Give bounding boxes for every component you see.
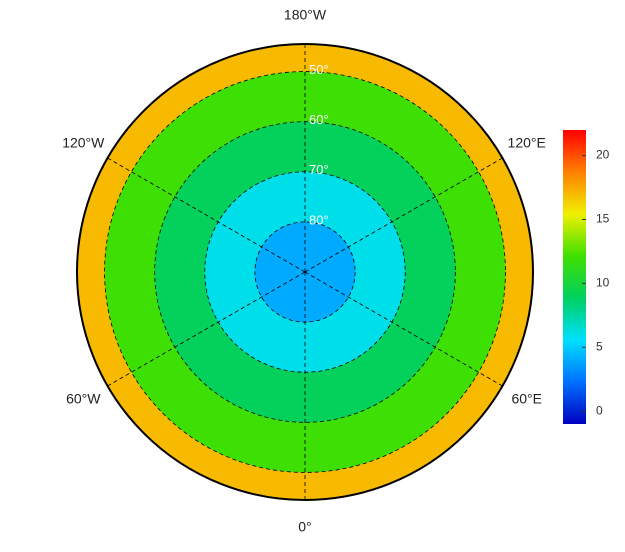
colorbar-tick-label: 15 [596, 212, 610, 226]
latitude-label: 50° [309, 62, 329, 77]
colorbar [563, 130, 586, 424]
longitude-label: 120°W [62, 135, 105, 151]
latitude-label: 60° [309, 112, 329, 127]
meridian [107, 271, 306, 387]
colorbar-tick-label: 20 [596, 148, 610, 162]
map-border [76, 43, 534, 501]
meridian [107, 157, 306, 273]
longitude-label: 180°W [284, 7, 327, 23]
latitude-label: 80° [309, 212, 329, 227]
latitude-circle [104, 71, 506, 473]
meridian [304, 157, 503, 273]
meridian [304, 271, 503, 387]
colorbar-tick-label: 5 [596, 339, 603, 353]
longitude-label: 60°W [66, 391, 101, 407]
latitude-label: 70° [309, 162, 329, 177]
longitude-label: 60°E [511, 391, 542, 407]
longitude-label: 120°E [508, 135, 546, 151]
colorbar-tick-label: 0 [596, 403, 603, 417]
colorbar-tick-label: 10 [596, 276, 610, 290]
longitude-label: 0° [298, 519, 311, 535]
